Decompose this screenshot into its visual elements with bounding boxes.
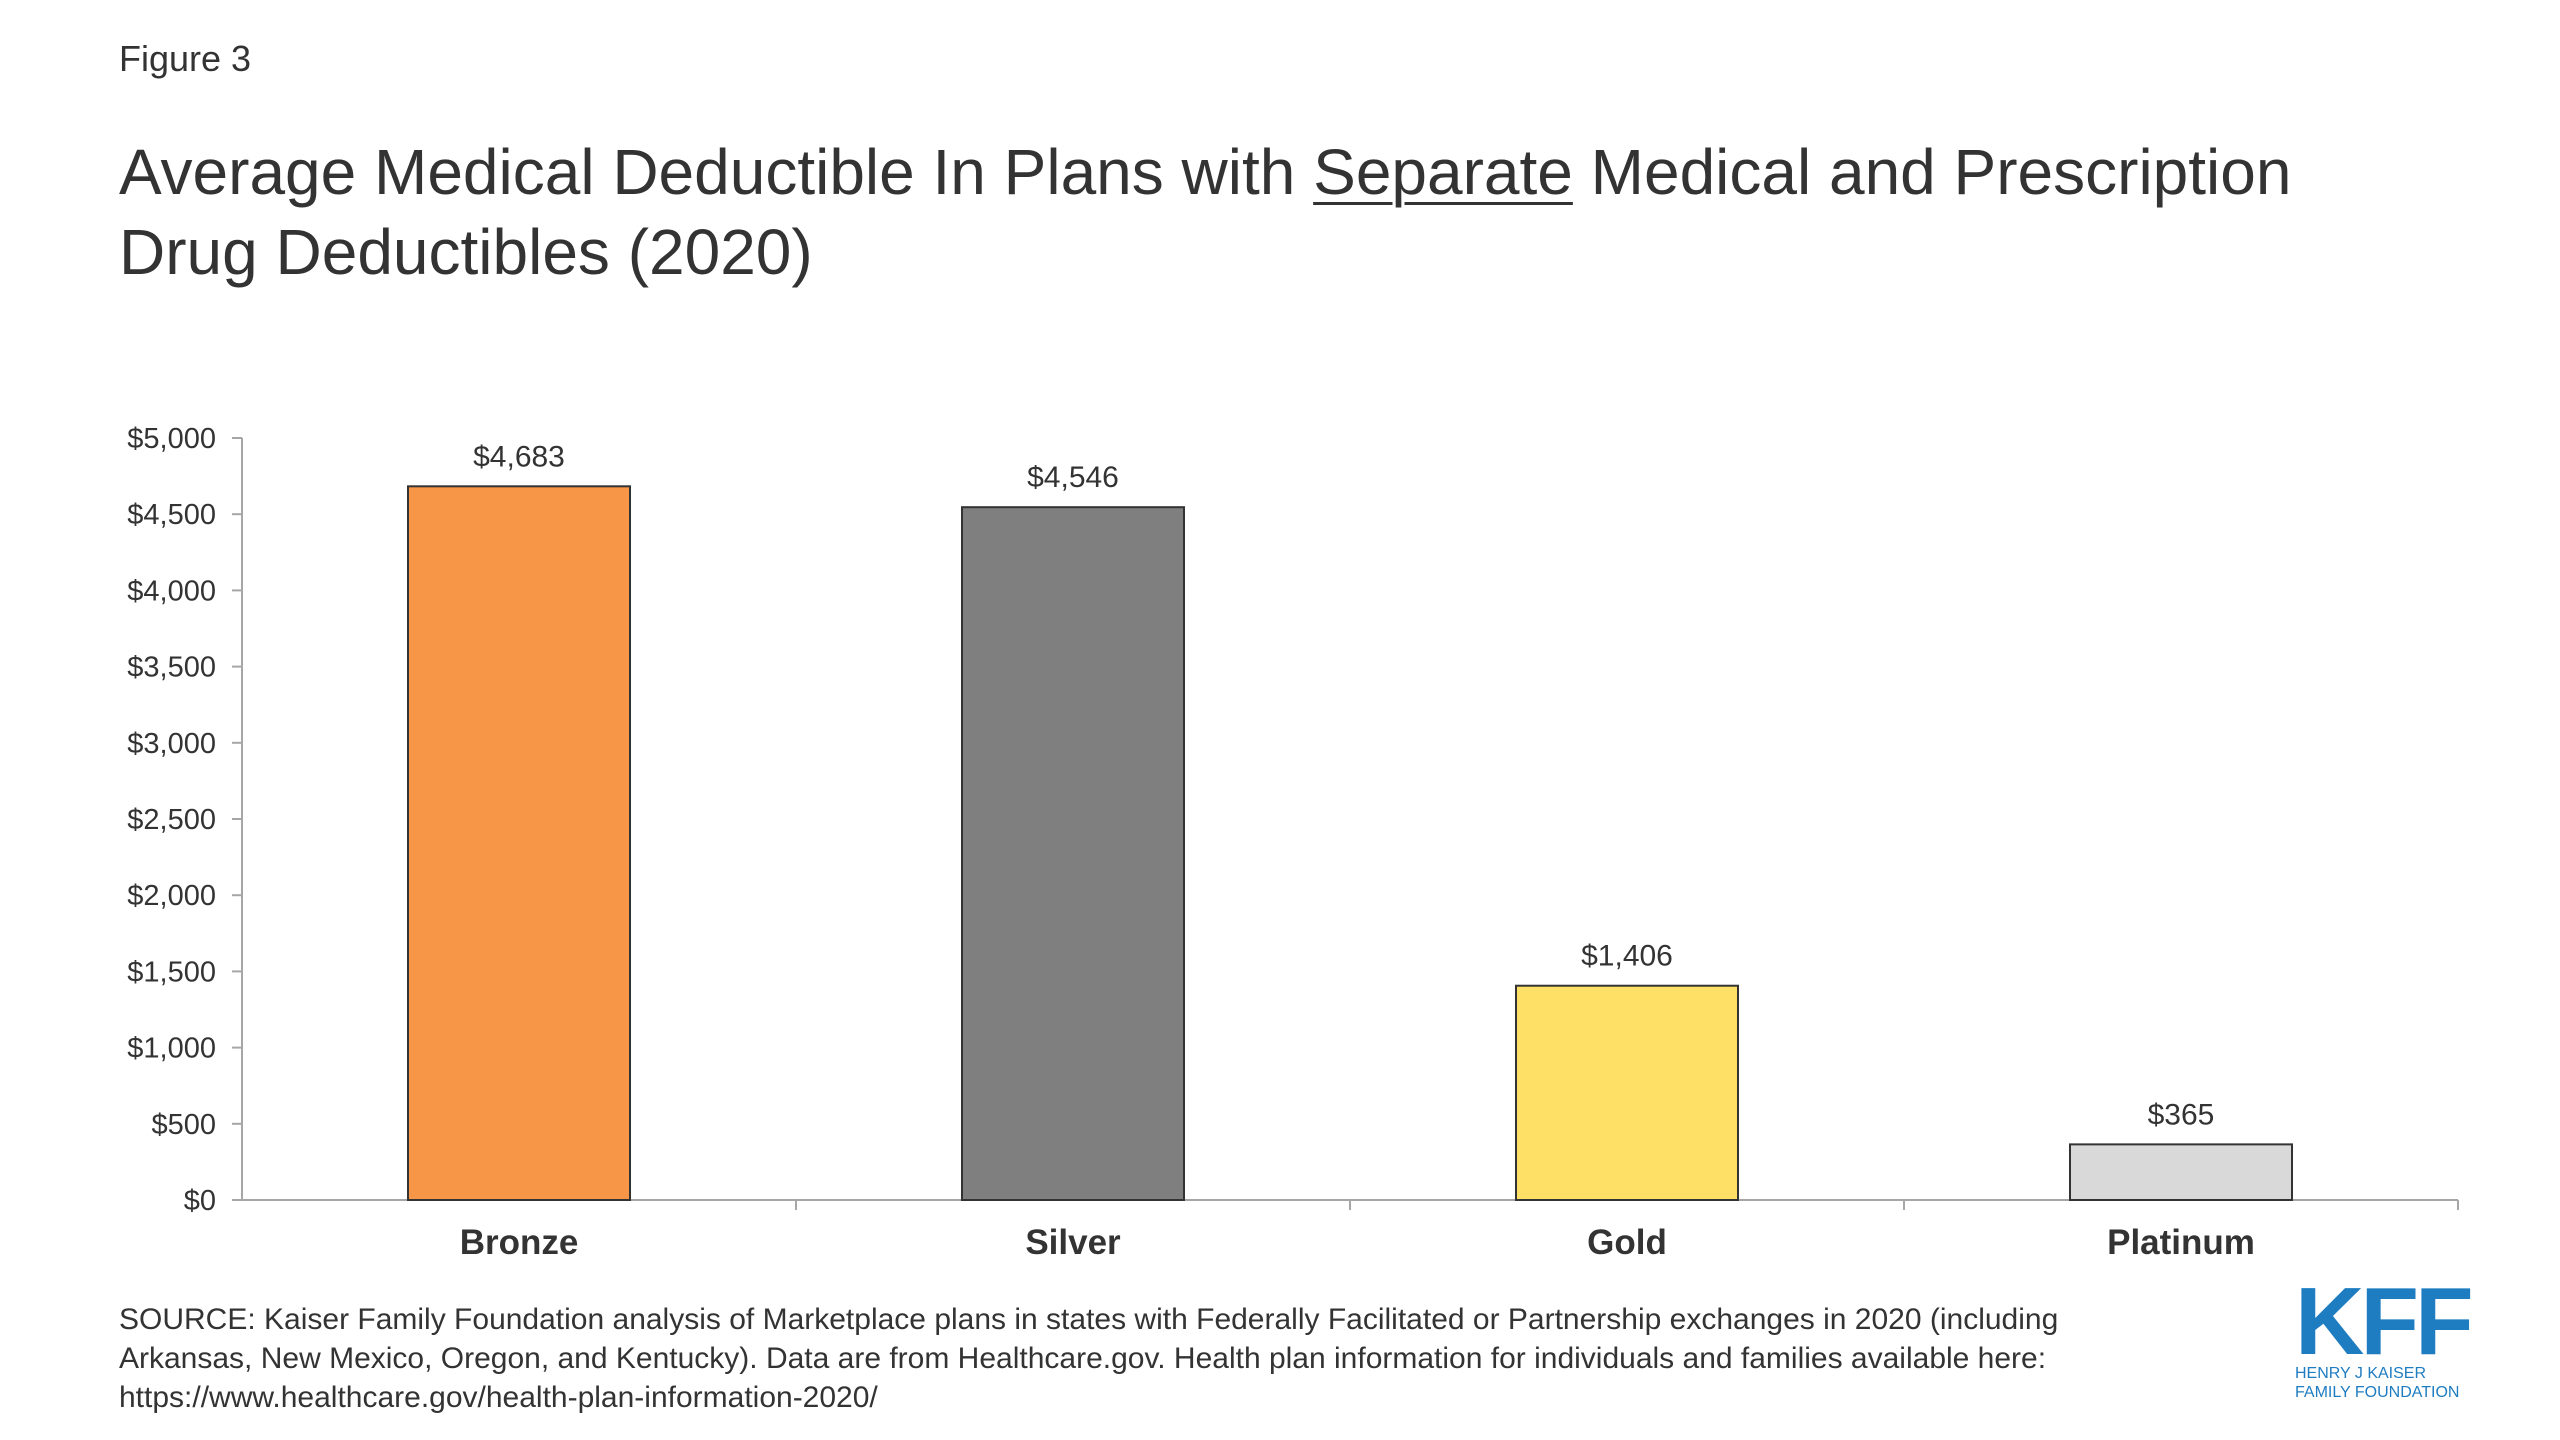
y-tick-label: $0 [184, 1185, 216, 1217]
y-tick-label: $4,000 [127, 575, 216, 607]
title-underlined: Separate [1313, 136, 1573, 208]
title-part-2: Medical and Prescription Drug Deductible… [119, 136, 2292, 288]
category-label: Silver [1025, 1223, 1121, 1262]
figure-label: Figure 3 [119, 38, 252, 79]
chart-title: Average Medical Deductible In Plans with… [119, 132, 2419, 292]
source-line-3: https://www.healthcare.gov/health-plan-i… [119, 1381, 878, 1414]
y-tick-label: $3,500 [127, 652, 216, 684]
kff-logo: KFF HENRY J KAISER FAMILY FOUNDATION [2295, 1268, 2505, 1410]
y-tick-label: $500 [151, 1109, 216, 1141]
title-part-1: Average Medical Deductible In Plans with [119, 136, 1314, 208]
bar-platinum [2069, 1143, 2293, 1202]
source-note: SOURCE: Kaiser Family Foundation analysi… [119, 1300, 2259, 1417]
category-label: Bronze [460, 1223, 579, 1262]
source-line-1: SOURCE: Kaiser Family Foundation analysi… [119, 1303, 2059, 1336]
bar-gold [1515, 984, 1739, 1201]
data-label: $4,683 [473, 440, 565, 473]
bar-bronze [407, 485, 631, 1202]
data-label: $365 [2148, 1098, 2215, 1131]
y-tick-label: $2,500 [127, 804, 216, 836]
data-label: $4,546 [1027, 461, 1119, 494]
bar-silver [961, 506, 1185, 1202]
bar-chart: $0 $500 $1,000 $1,500 $2,000 $2,500 $3,000 $3,5… [127, 423, 2459, 1262]
y-tick-label: $2,000 [127, 880, 216, 912]
source-line-2: Arkansas, New Mexico, Oregon, and Kentuc… [119, 1342, 2047, 1375]
category-label: Gold [1587, 1223, 1667, 1262]
category-label: Platinum [2107, 1223, 2255, 1262]
logo-subtitle-1: HENRY J KAISER [2295, 1365, 2427, 1382]
y-tick-label: $3,000 [127, 728, 216, 760]
data-label: $1,406 [1581, 940, 1673, 973]
y-tick-label: $1,000 [127, 1033, 216, 1065]
logo-subtitle-2: FAMILY FOUNDATION [2295, 1384, 2460, 1401]
logo-mark: KFF [2295, 1268, 2474, 1375]
y-tick-label: $4,500 [127, 499, 216, 531]
y-tick-label: $5,000 [127, 423, 216, 455]
y-tick-label: $1,500 [127, 956, 216, 988]
